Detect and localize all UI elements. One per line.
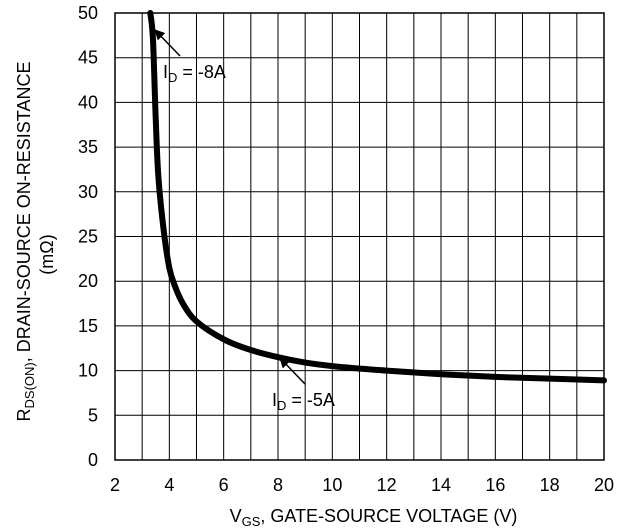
annotation-label: ID = -5A [272, 390, 335, 413]
y-tick-labels: 0 5 10 15 20 25 30 35 40 45 50 [78, 3, 98, 470]
y-tick-label: 35 [78, 137, 98, 157]
y-axis-unit: (mΩ) [37, 234, 57, 274]
x-tick-labels: 2 4 6 8 10 12 14 16 18 20 [110, 475, 614, 495]
y-tick-label: 30 [78, 182, 98, 202]
annotation-arrow [279, 357, 306, 385]
x-tick-label: 8 [273, 475, 283, 495]
series-line [147, 10, 607, 384]
annotation-label: ID = -8A [163, 62, 226, 85]
y-tick-label: 20 [78, 271, 98, 291]
annotation-arrow [154, 29, 181, 57]
y-tick-label: 10 [78, 361, 98, 381]
x-tick-label: 12 [377, 475, 397, 495]
y-tick-label: 40 [78, 92, 98, 112]
y-tick-label: 50 [78, 3, 98, 23]
x-tick-label: 4 [164, 475, 174, 495]
y-axis-label: RDS(ON), DRAIN-SOURCE ON-RESISTANCE [14, 62, 37, 422]
y-tick-label: 45 [78, 48, 98, 68]
plot-frame [114, 12, 605, 461]
x-tick-label: 6 [219, 475, 229, 495]
x-axis-label: VGS, GATE-SOURCE VOLTAGE (V) [230, 506, 518, 529]
x-tick-label: 10 [322, 475, 342, 495]
x-tick-label: 2 [110, 475, 120, 495]
x-tick-label: 20 [594, 475, 614, 495]
y-tick-label: 5 [88, 405, 98, 425]
annotations: ID = -8A ID = -5A [154, 29, 335, 413]
x-tick-label: 14 [431, 475, 451, 495]
y-tick-label: 15 [78, 316, 98, 336]
x-tick-label: 18 [540, 475, 560, 495]
grid [114, 12, 605, 461]
x-tick-label: 16 [485, 475, 505, 495]
y-tick-label: 0 [88, 450, 98, 470]
y-tick-label: 25 [78, 227, 98, 247]
